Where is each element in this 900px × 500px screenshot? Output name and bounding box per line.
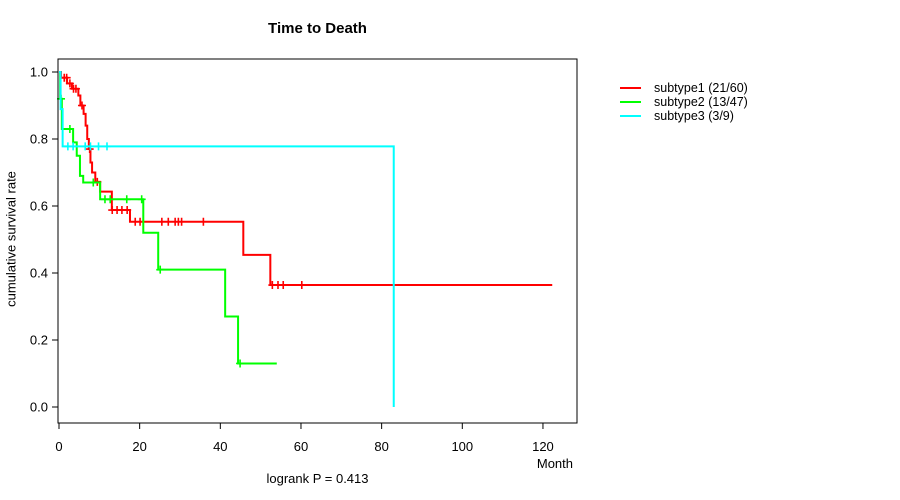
y-axis-tick-label: 0.0: [30, 400, 48, 415]
x-axis-unit-label: Month: [536, 456, 573, 471]
censor-mark-subtype3: [94, 142, 103, 151]
x-axis-tick-label: 60: [294, 439, 308, 454]
legend-line-subtype2-icon: [620, 101, 641, 103]
legend-item-subtype2: subtype2 (13/47): [620, 95, 748, 109]
censor-mark-subtype1: [123, 206, 132, 215]
legend-line-subtype1-icon: [620, 87, 641, 89]
censor-mark-subtype2: [89, 178, 98, 187]
x-axis-tick-label: 120: [532, 439, 554, 454]
legend-line-subtype3-icon: [620, 115, 641, 117]
censor-mark-subtype3: [102, 142, 111, 151]
censor-mark-subtype2: [65, 124, 74, 133]
censor-mark-subtype2: [106, 195, 115, 204]
legend-label-subtype1: subtype1 (21/60): [654, 81, 748, 95]
legend: subtype1 (21/60) subtype2 (13/47) subtyp…: [620, 81, 748, 123]
survival-curve-subtype2: [59, 71, 277, 365]
survival-curve-subtype3: [59, 71, 395, 407]
censor-mark-subtype1: [164, 217, 173, 226]
legend-label-subtype3: subtype3 (3/9): [654, 109, 734, 123]
y-axis-tick-label: 0.2: [30, 333, 48, 348]
y-axis-tick-label: 0.4: [30, 266, 48, 281]
legend-item-subtype1: subtype1 (21/60): [620, 81, 748, 95]
logrank-pvalue-note: logrank P = 0.413: [266, 471, 369, 486]
y-axis-tick-label: 0.8: [30, 132, 48, 147]
x-axis-tick-label: 40: [213, 439, 227, 454]
legend-item-subtype3: subtype3 (3/9): [620, 109, 748, 123]
legend-label-subtype2: subtype2 (13/47): [654, 95, 748, 109]
x-axis-tick-label: 20: [132, 439, 146, 454]
y-axis-tick-label: 0.6: [30, 199, 48, 214]
censor-mark-subtype1: [62, 73, 71, 82]
censor-mark-subtype3: [86, 142, 95, 151]
censor-mark-subtype1: [65, 79, 74, 88]
x-axis-tick-label: 0: [55, 439, 62, 454]
censor-mark-subtype1: [71, 84, 80, 93]
censor-mark-subtype1: [177, 217, 186, 226]
censor-mark-subtype2: [122, 195, 131, 204]
censor-mark-subtype1: [77, 101, 86, 110]
censor-mark-subtype3: [69, 142, 78, 151]
censor-mark-subtype1: [297, 281, 306, 290]
survival-curve-subtype1: [59, 71, 553, 287]
x-axis-tick-label: 80: [374, 439, 388, 454]
chart-title: Time to Death: [268, 20, 367, 37]
censor-mark-subtype2: [156, 265, 165, 274]
censor-mark-subtype1: [199, 217, 208, 226]
plot-frame: [57, 58, 578, 424]
censor-mark-subtype2: [236, 359, 245, 368]
y-axis-tick-label: 1.0: [30, 65, 48, 80]
x-axis-tick-label: 100: [451, 439, 473, 454]
censor-mark-subtype1: [279, 281, 288, 290]
censor-mark-subtype2: [137, 195, 146, 204]
